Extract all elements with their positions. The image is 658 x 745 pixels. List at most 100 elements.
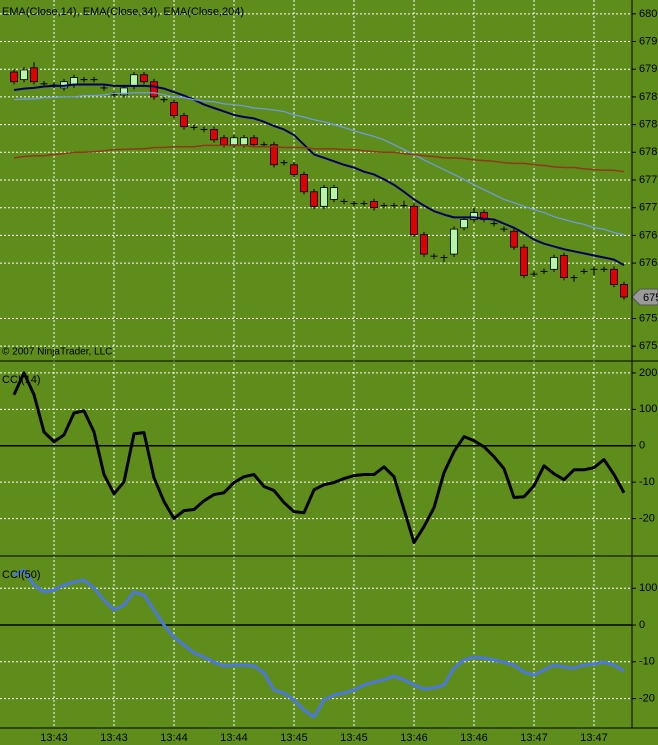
price-marker [631, 288, 658, 306]
y-tick-label: 677 [639, 174, 657, 186]
candle-body [170, 102, 178, 117]
candle-body [440, 257, 448, 259]
candle-body [40, 83, 48, 85]
candle-body [520, 246, 528, 276]
candle-body [540, 270, 548, 272]
candle-body [510, 230, 518, 248]
candle-body [450, 228, 458, 255]
candle-body [260, 144, 268, 146]
candle-body [280, 162, 288, 164]
candle-body [580, 270, 588, 272]
candle-body [430, 255, 438, 257]
candle-body [550, 257, 558, 270]
x-tick-label: 13:43 [40, 732, 68, 744]
candle-body [610, 268, 618, 285]
y-tick-label: 0 [639, 619, 645, 631]
candle-body [110, 94, 118, 96]
candle-body [230, 137, 238, 146]
candle-body [10, 71, 18, 83]
candle-body [490, 223, 498, 225]
series-line [13, 144, 625, 173]
x-tick-label: 13:47 [580, 732, 608, 744]
series-line [12, 371, 626, 545]
candle-body [400, 205, 408, 207]
candle-body [330, 187, 338, 200]
copyright: © 2007 NinjaTrader, LLC [2, 347, 112, 358]
y-tick-label: 100 [639, 582, 657, 594]
panel-title: EMA(Close,14), EMA(Close,34), EMA(Close,… [2, 6, 244, 18]
candle-body [590, 268, 598, 270]
x-tick-label: 13:43 [100, 732, 128, 744]
panel-title: CCI(50) [2, 569, 41, 581]
candle-body [620, 284, 628, 298]
y-tick-label: 200 [639, 367, 657, 379]
candle-body [560, 255, 568, 279]
series-line [13, 568, 625, 719]
x-tick-label: 13:45 [280, 732, 308, 744]
x-tick-label: 13:46 [400, 732, 428, 744]
candle-body [150, 81, 158, 98]
candle-body [570, 277, 578, 279]
candle-body [500, 228, 508, 230]
candle-body [270, 144, 278, 166]
x-tick-label: 13:47 [520, 732, 548, 744]
y-tick-label: -20 [639, 512, 655, 524]
y-tick-label: 679 [639, 35, 657, 47]
candle-body [360, 203, 368, 205]
candle-body [410, 205, 418, 236]
x-tick-label: 13:45 [340, 732, 368, 744]
y-tick-label: 0 [639, 440, 645, 452]
y-tick-label: 676 [639, 257, 657, 269]
candle-body [250, 137, 258, 146]
y-tick-label: 680 [639, 8, 657, 20]
candle-body [130, 74, 138, 87]
y-tick-label: 679 [639, 63, 657, 75]
candle-body [240, 137, 248, 146]
candle-body [460, 219, 468, 229]
candle-body [530, 273, 538, 275]
candle-body [350, 203, 358, 205]
candle-body [90, 79, 98, 81]
y-tick-label: 675 [639, 340, 657, 352]
candle-body [210, 129, 218, 141]
y-tick-label: -10 [639, 656, 655, 668]
y-tick-label: -20 [639, 692, 655, 704]
panel-title: CCI(14) [2, 374, 41, 386]
candle-body [80, 79, 88, 81]
candle-body [120, 87, 128, 96]
x-tick-label: 13:46 [460, 732, 488, 744]
candle-body [290, 164, 298, 175]
y-tick-label: 100 [639, 403, 657, 415]
candle-body [180, 115, 188, 128]
candle-body [20, 69, 28, 81]
candle-body [420, 234, 428, 255]
y-tick-label: 675 [639, 312, 657, 324]
price-marker-label: 675 [643, 292, 658, 304]
y-tick-label: 678 [639, 91, 657, 103]
x-tick-label: 13:44 [220, 732, 248, 744]
candle-body [100, 87, 108, 89]
candle-body [160, 99, 168, 101]
candle-body [340, 200, 348, 202]
candle-body [220, 137, 228, 146]
candle-body [300, 174, 308, 193]
candle-body [380, 205, 388, 207]
y-tick-label: 676 [639, 229, 657, 241]
series-line [13, 83, 625, 267]
candle-body [30, 67, 38, 83]
candle-body [190, 126, 198, 128]
candle-body [200, 128, 208, 130]
y-tick-label: 678 [639, 119, 657, 131]
y-tick-label: 678 [639, 146, 657, 158]
y-tick-label: 677 [639, 202, 657, 214]
y-tick-label: -10 [639, 476, 655, 488]
series-line [13, 92, 625, 236]
candle-body [390, 205, 398, 207]
candle-body [600, 268, 608, 270]
candle-body [470, 212, 478, 220]
x-tick-label: 13:44 [160, 732, 188, 744]
candle-body [140, 74, 148, 83]
candle-body [320, 187, 328, 207]
candle-body [310, 191, 318, 207]
